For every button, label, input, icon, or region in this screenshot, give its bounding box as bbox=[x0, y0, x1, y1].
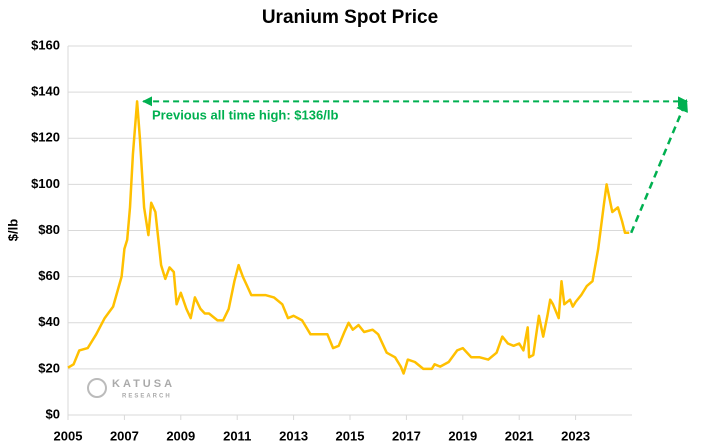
logo: KATUSA RESEARCH bbox=[87, 378, 175, 400]
x-tick-label: 2009 bbox=[166, 428, 195, 443]
logo-name: KATUSA bbox=[112, 378, 175, 390]
x-tick-label: 2017 bbox=[392, 428, 421, 443]
annotation: Previous all time high: $136/lb bbox=[152, 107, 338, 122]
y-tick-label: $60 bbox=[38, 268, 60, 283]
y-tick-label: $20 bbox=[38, 360, 60, 375]
chart-title: Uranium Spot Price bbox=[262, 7, 438, 28]
x-tick-label: 2011 bbox=[223, 428, 251, 443]
x-tick-label: 2013 bbox=[279, 428, 308, 443]
y-axis-label: $/lb bbox=[5, 219, 20, 241]
x-tick-label: 2005 bbox=[54, 428, 83, 443]
y-tick-label: $160 bbox=[31, 37, 60, 52]
logo-icon bbox=[87, 378, 107, 398]
price-line bbox=[67, 100, 630, 375]
y-tick-label: $40 bbox=[38, 314, 60, 329]
x-tick-label: 2015 bbox=[336, 428, 365, 443]
y-tick-label: $80 bbox=[38, 222, 60, 237]
x-tick-label: 2023 bbox=[561, 428, 590, 443]
y-tick-label: $120 bbox=[31, 130, 60, 145]
y-tick-label: $0 bbox=[46, 406, 60, 421]
x-tick-label: 2019 bbox=[448, 428, 477, 443]
y-tick-label: $140 bbox=[31, 84, 60, 99]
target-arrow bbox=[630, 99, 688, 234]
x-tick-label: 2007 bbox=[110, 428, 139, 443]
logo-sub: RESEARCH bbox=[122, 394, 172, 400]
x-tick-label: 2021 bbox=[505, 428, 534, 443]
y-tick-label: $100 bbox=[31, 176, 60, 191]
